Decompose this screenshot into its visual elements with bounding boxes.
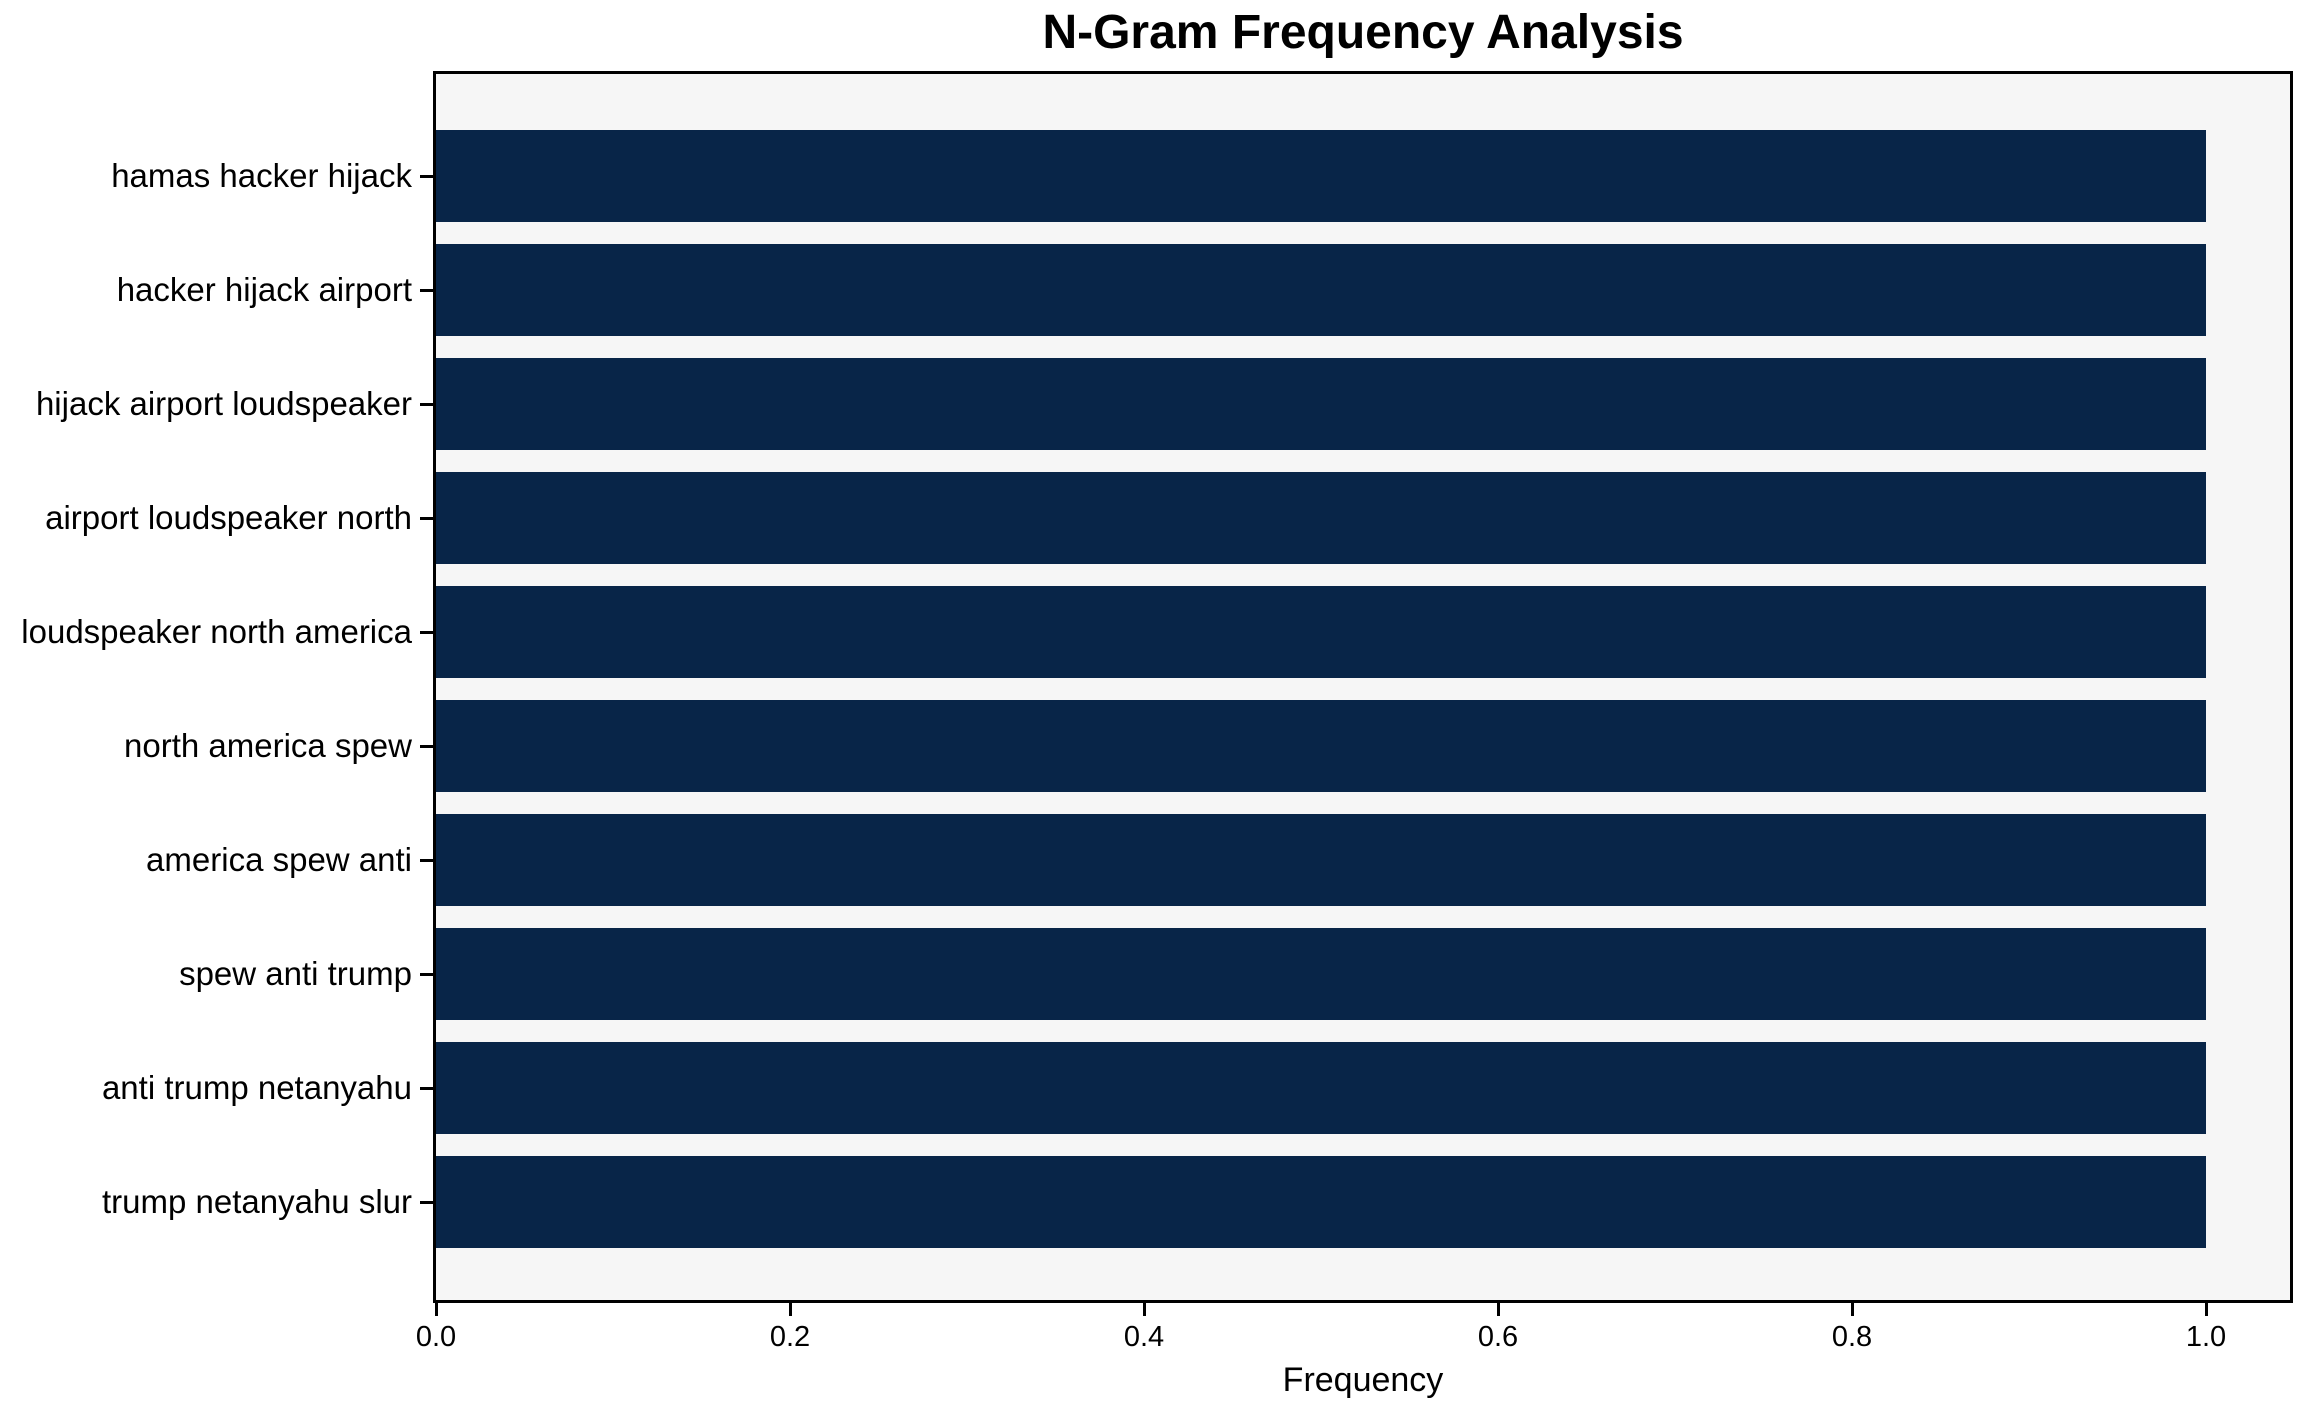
bar bbox=[436, 130, 2206, 222]
y-tick-label: north america spew bbox=[124, 727, 412, 764]
y-tick-label: airport loudspeaker north bbox=[45, 499, 412, 536]
y-tick-label: america spew anti bbox=[146, 841, 412, 878]
bar bbox=[436, 358, 2206, 450]
x-axis-label: Frequency bbox=[1282, 1360, 1444, 1399]
y-tick bbox=[420, 745, 433, 748]
y-tick bbox=[420, 631, 433, 634]
chart-title: N-Gram Frequency Analysis bbox=[1042, 5, 1684, 59]
y-tick-label: hacker hijack airport bbox=[116, 271, 412, 308]
x-tick bbox=[1851, 1303, 1854, 1316]
bar bbox=[436, 244, 2206, 336]
bar bbox=[436, 700, 2206, 792]
y-tick bbox=[420, 517, 433, 520]
x-tick bbox=[1143, 1303, 1146, 1316]
x-tick-label: 0.8 bbox=[1831, 1321, 1873, 1353]
y-tick-label: spew anti trump bbox=[179, 955, 412, 992]
x-tick bbox=[1497, 1303, 1500, 1316]
x-tick-label: 0.2 bbox=[769, 1321, 811, 1353]
x-tick bbox=[435, 1303, 438, 1316]
y-tick bbox=[420, 973, 433, 976]
y-tick bbox=[420, 289, 433, 292]
x-tick-label: 0.0 bbox=[415, 1321, 457, 1353]
bar bbox=[436, 472, 2206, 564]
bar bbox=[436, 1156, 2206, 1248]
y-tick-label: hamas hacker hijack bbox=[111, 157, 412, 194]
bar bbox=[436, 814, 2206, 906]
plot-area bbox=[433, 71, 2293, 1303]
bar bbox=[436, 586, 2206, 678]
x-tick-label: 0.4 bbox=[1123, 1321, 1165, 1353]
x-tick bbox=[2205, 1303, 2208, 1316]
y-tick-label: trump netanyahu slur bbox=[101, 1183, 412, 1220]
x-tick bbox=[789, 1303, 792, 1316]
x-tick-label: 1.0 bbox=[2185, 1321, 2227, 1353]
y-tick bbox=[420, 1087, 433, 1090]
x-tick-label: 0.6 bbox=[1477, 1321, 1519, 1353]
y-tick-label: loudspeaker north america bbox=[21, 613, 412, 650]
bar bbox=[436, 1042, 2206, 1134]
y-tick bbox=[420, 403, 433, 406]
y-tick-label: anti trump netanyahu bbox=[101, 1069, 412, 1106]
bar bbox=[436, 928, 2206, 1020]
y-tick-label: hijack airport loudspeaker bbox=[35, 385, 412, 422]
y-tick bbox=[420, 859, 433, 862]
y-tick bbox=[420, 1201, 433, 1204]
y-tick bbox=[420, 175, 433, 178]
